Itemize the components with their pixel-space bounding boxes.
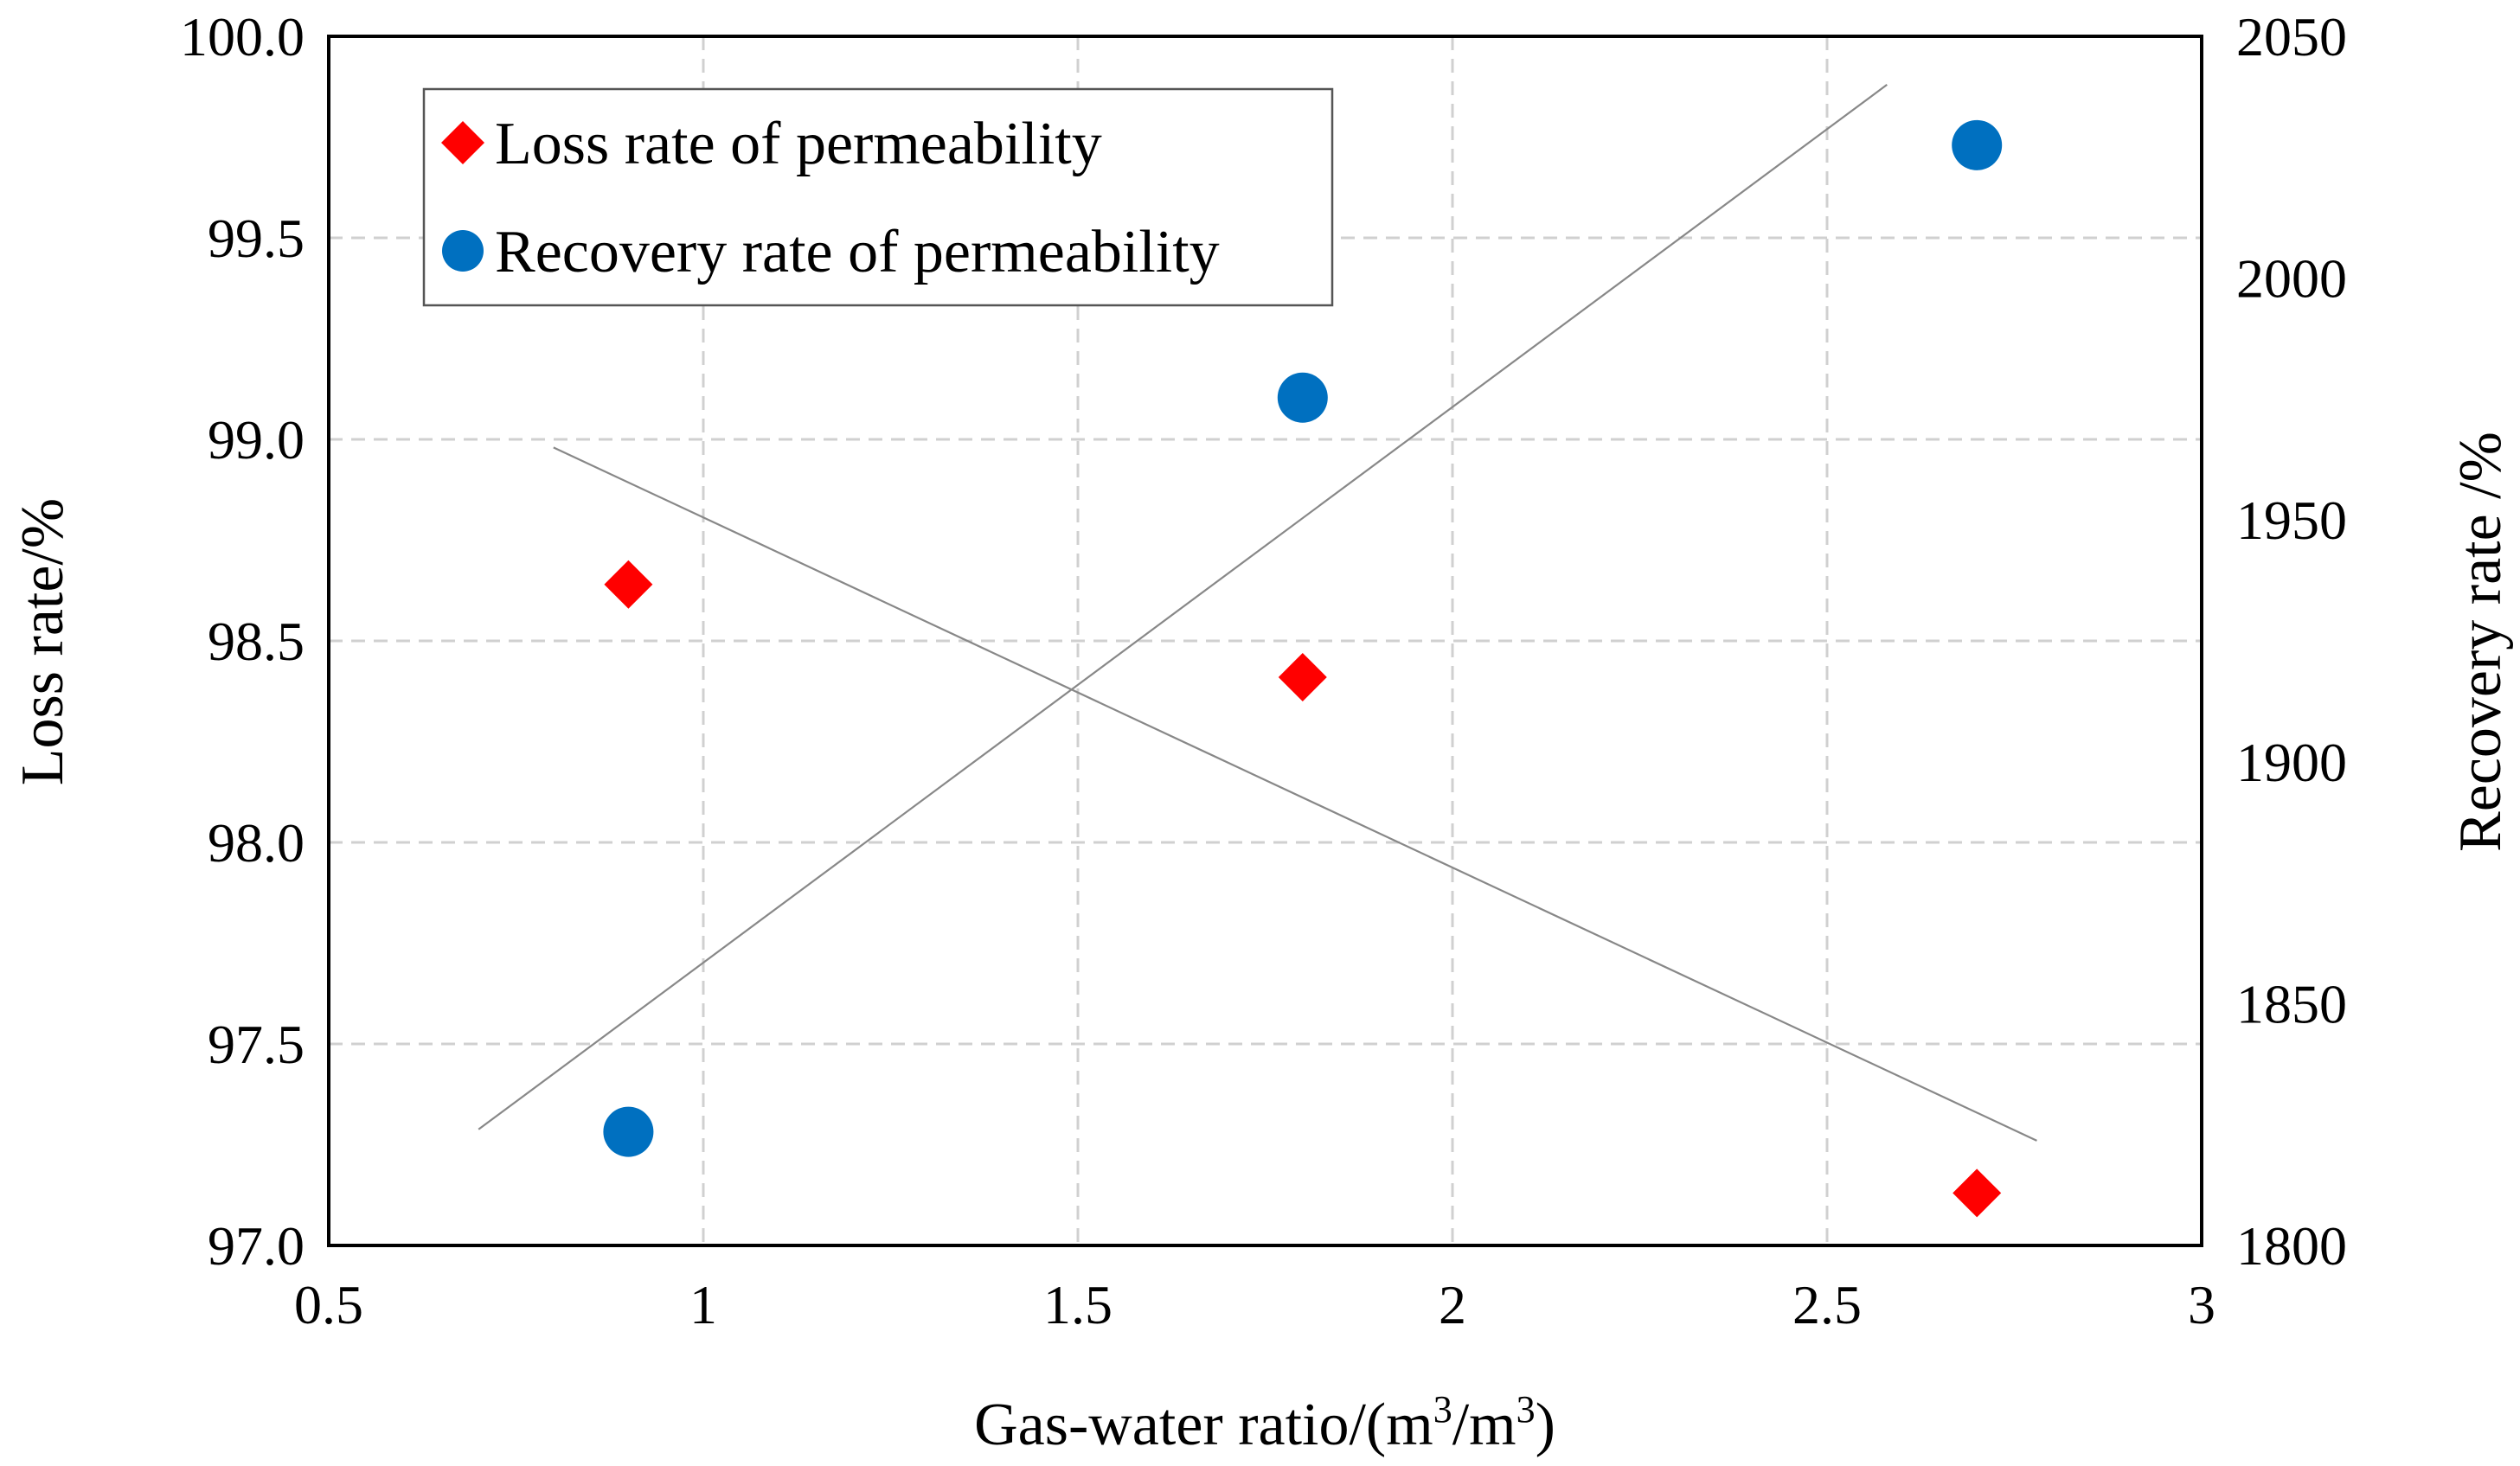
legend-recovery-label: Recovery rate of permeability — [495, 219, 1220, 285]
x-tick-label: 2 — [1439, 1274, 1466, 1335]
x-tick-label: 2.5 — [1792, 1274, 1862, 1335]
y-left-tick-label: 97.5 — [208, 1014, 305, 1075]
legend-circle-marker — [442, 230, 484, 272]
y-left-tick-label: 98.0 — [208, 812, 305, 874]
x-tick-label: 0.5 — [294, 1274, 363, 1335]
y-left-tick-label: 99.0 — [208, 409, 305, 471]
grid-layer — [329, 36, 2202, 1245]
legend-loss-label: Loss rate of permeability — [495, 111, 1102, 177]
x-tick-label: 1.5 — [1043, 1274, 1113, 1335]
y-left-tick-label: 99.5 — [208, 208, 305, 269]
x-axis-title: Gas-water ratio/(m3/m3) — [974, 1388, 1555, 1458]
recovery-rate-point — [603, 1106, 654, 1157]
loss-rate-point — [1278, 652, 1327, 701]
recovery-rate-point — [1952, 119, 2003, 170]
marker-layer — [603, 119, 2003, 1218]
y-left-tick-label: 100.0 — [180, 6, 305, 67]
y-right-tick-label: 1900 — [2236, 732, 2347, 793]
y-left-tick-label: 97.0 — [208, 1215, 305, 1277]
plot-frame — [327, 35, 2203, 1247]
y-right-tick-label: 2000 — [2236, 248, 2347, 310]
x-tick-labels: 0.5 1 1.5 2 2.5 3 — [294, 1274, 2215, 1335]
y-right-axis-title: Recovery rate /% — [2447, 432, 2514, 852]
recovery-rate-point — [1277, 372, 1328, 423]
trend-layer — [478, 84, 2037, 1142]
y-left-tick-labels: 97.0 97.5 98.0 98.5 99.0 99.5 100.0 — [180, 6, 305, 1277]
x-tick-label: 1 — [689, 1274, 717, 1335]
y-right-tick-label: 2050 — [2236, 6, 2347, 67]
loss-rate-point — [1953, 1168, 2002, 1218]
legend-diamond-marker — [441, 121, 484, 164]
loss-rate-trendline — [553, 446, 2037, 1142]
y-right-tick-label: 1800 — [2236, 1215, 2347, 1277]
y-right-tick-labels: 1800 1850 1900 1950 2000 2050 — [2236, 6, 2347, 1277]
y-right-tick-label: 1850 — [2236, 973, 2347, 1034]
y-left-tick-label: 98.5 — [208, 611, 305, 672]
legend: Loss rate of permeability Recovery rate … — [422, 87, 1334, 307]
recovery-rate-trendline — [478, 84, 1888, 1130]
y-right-tick-label: 1950 — [2236, 490, 2347, 551]
loss-rate-point — [604, 560, 653, 609]
legend-box — [422, 87, 1334, 307]
y-left-axis-title: Loss rate/% — [10, 498, 76, 785]
x-tick-label: 3 — [2188, 1274, 2215, 1335]
